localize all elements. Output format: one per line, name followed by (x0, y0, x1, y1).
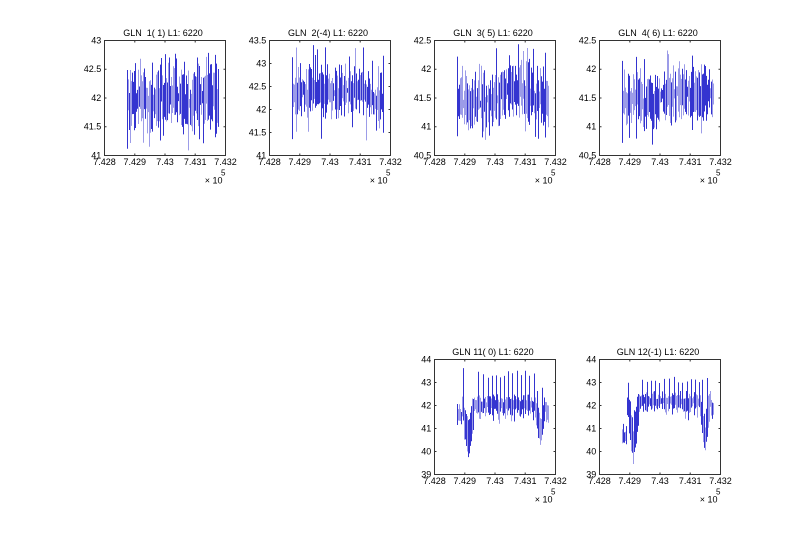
svg-text:× 10: × 10 (700, 176, 718, 186)
svg-text:× 10: × 10 (700, 495, 718, 505)
svg-text:7.428: 7.428 (258, 157, 281, 167)
svg-text:42: 42 (586, 64, 596, 74)
svg-text:7.429: 7.429 (619, 157, 642, 167)
svg-text:42.5: 42.5 (84, 64, 102, 74)
svg-text:7.43: 7.43 (651, 476, 669, 486)
svg-text:7.431: 7.431 (679, 157, 702, 167)
svg-text:GLN 1( 1) L1: 6220: GLN 1( 1) L1: 6220 (123, 28, 203, 38)
svg-text:42.5: 42.5 (579, 35, 597, 45)
svg-text:41: 41 (256, 150, 266, 160)
svg-text:7.429: 7.429 (289, 157, 312, 167)
svg-text:7.432: 7.432 (709, 476, 732, 486)
svg-text:43: 43 (421, 377, 431, 387)
svg-text:7.432: 7.432 (709, 157, 732, 167)
svg-text:41: 41 (91, 150, 101, 160)
svg-text:7.429: 7.429 (454, 476, 477, 486)
svg-text:7.428: 7.428 (423, 157, 446, 167)
svg-text:40: 40 (421, 446, 431, 456)
svg-text:43.5: 43.5 (249, 35, 267, 45)
svg-text:5: 5 (716, 488, 721, 497)
svg-text:41.5: 41.5 (579, 93, 597, 103)
svg-text:7.428: 7.428 (588, 476, 611, 486)
svg-text:7.429: 7.429 (124, 157, 147, 167)
svg-text:5: 5 (716, 169, 721, 178)
svg-text:7.431: 7.431 (514, 157, 537, 167)
svg-text:40.5: 40.5 (414, 150, 432, 160)
svg-text:5: 5 (386, 169, 391, 178)
svg-text:7.432: 7.432 (379, 157, 402, 167)
svg-text:GLN 2(-4) L1: 6220: GLN 2(-4) L1: 6220 (288, 28, 368, 38)
svg-text:7.43: 7.43 (156, 157, 174, 167)
svg-text:41: 41 (421, 122, 431, 132)
svg-text:GLN 12(-1) L1: 6220: GLN 12(-1) L1: 6220 (617, 347, 700, 357)
svg-text:39: 39 (586, 469, 596, 479)
svg-text:7.429: 7.429 (619, 476, 642, 486)
svg-text:43: 43 (256, 58, 266, 68)
svg-text:7.432: 7.432 (544, 476, 567, 486)
svg-text:7.428: 7.428 (588, 157, 611, 167)
svg-text:GLN 3( 5) L1: 6220: GLN 3( 5) L1: 6220 (453, 28, 533, 38)
svg-text:× 10: × 10 (205, 176, 223, 186)
svg-text:7.43: 7.43 (651, 157, 669, 167)
svg-text:7.428: 7.428 (423, 476, 446, 486)
svg-text:× 10: × 10 (535, 176, 553, 186)
svg-text:7.431: 7.431 (679, 476, 702, 486)
svg-text:7.43: 7.43 (486, 476, 504, 486)
svg-text:7.428: 7.428 (93, 157, 116, 167)
svg-text:41.5: 41.5 (414, 93, 432, 103)
svg-text:44: 44 (421, 354, 431, 364)
svg-text:42: 42 (421, 64, 431, 74)
svg-text:40.5: 40.5 (579, 150, 597, 160)
svg-text:GLN 4( 6) L1: 6220: GLN 4( 6) L1: 6220 (618, 28, 698, 38)
svg-text:41: 41 (586, 122, 596, 132)
svg-text:7.431: 7.431 (514, 476, 537, 486)
svg-text:× 10: × 10 (535, 495, 553, 505)
svg-text:41.5: 41.5 (84, 122, 102, 132)
svg-text:42: 42 (91, 93, 101, 103)
svg-text:7.43: 7.43 (486, 157, 504, 167)
svg-text:41.5: 41.5 (249, 127, 267, 137)
svg-text:42.5: 42.5 (414, 35, 432, 45)
svg-text:7.432: 7.432 (544, 157, 567, 167)
svg-text:5: 5 (221, 169, 226, 178)
svg-text:5: 5 (551, 169, 556, 178)
svg-text:42.5: 42.5 (249, 81, 267, 91)
svg-text:5: 5 (551, 488, 556, 497)
svg-text:39: 39 (421, 469, 431, 479)
svg-text:43: 43 (586, 377, 596, 387)
svg-text:7.431: 7.431 (184, 157, 207, 167)
svg-text:40: 40 (586, 446, 596, 456)
svg-text:7.429: 7.429 (454, 157, 477, 167)
svg-text:42: 42 (256, 104, 266, 114)
svg-text:41: 41 (421, 423, 431, 433)
svg-text:7.43: 7.43 (321, 157, 339, 167)
svg-text:42: 42 (421, 400, 431, 410)
svg-text:41: 41 (586, 423, 596, 433)
svg-text:× 10: × 10 (370, 176, 388, 186)
svg-text:7.432: 7.432 (214, 157, 237, 167)
svg-text:42: 42 (586, 400, 596, 410)
svg-text:GLN 11( 0) L1: 6220: GLN 11( 0) L1: 6220 (452, 347, 533, 357)
svg-text:43: 43 (91, 35, 101, 45)
svg-text:44: 44 (586, 354, 596, 364)
svg-text:7.431: 7.431 (349, 157, 372, 167)
